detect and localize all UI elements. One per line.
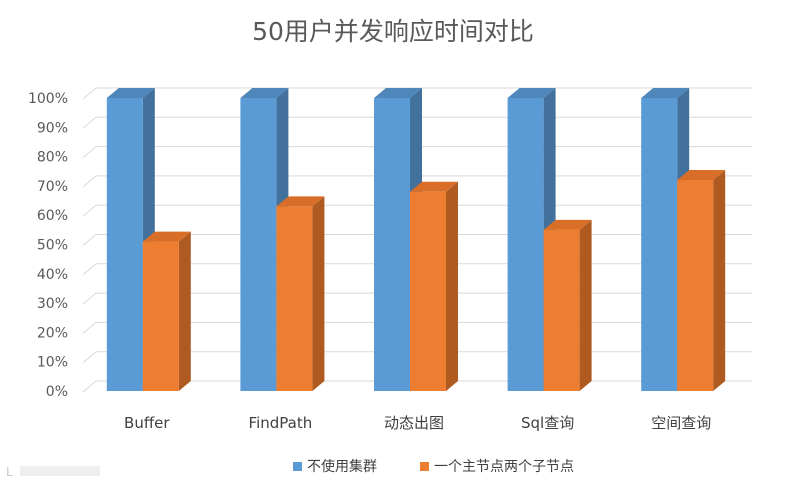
bar-top xyxy=(507,88,556,98)
x-tick-label: 动态出图 xyxy=(384,414,444,432)
x-tick-label: FindPath xyxy=(249,414,313,432)
bar xyxy=(374,98,410,391)
y-tick-label: 70% xyxy=(37,179,68,195)
y-tick-label: 100% xyxy=(28,91,68,107)
legend: 不使用集群 一个主节点两个子节点 xyxy=(293,458,574,475)
bar-side xyxy=(579,219,592,391)
legend-label-series-2: 一个主节点两个子节点 xyxy=(434,459,574,475)
y-axis-ticks: 0% 10% 20% 30% 40% 50% 60% 70% 80% 90% 100% xyxy=(28,91,68,400)
x-axis-labels: Buffer FindPath 动态出图 Sql查询 空间查询 xyxy=(124,414,711,432)
bar-top xyxy=(677,170,726,181)
y-tick-label: 30% xyxy=(37,296,68,312)
x-tick-label: Sql查询 xyxy=(521,414,574,432)
bar-side xyxy=(178,231,191,391)
y-tick-label: 40% xyxy=(37,267,68,283)
bar-side xyxy=(713,170,726,391)
bar-top xyxy=(142,231,191,242)
x-tick-label: Buffer xyxy=(124,414,170,432)
bar xyxy=(641,98,678,391)
bar-top xyxy=(240,88,289,98)
bar-group xyxy=(410,181,458,391)
bar-group xyxy=(543,219,592,391)
legend-swatch-series-1 xyxy=(293,462,302,471)
y-tick-label: 0% xyxy=(46,384,68,400)
y-tick-label: 50% xyxy=(37,238,68,254)
bar xyxy=(142,241,179,391)
bar-top xyxy=(410,181,458,192)
bar-top xyxy=(276,196,325,207)
bar xyxy=(276,206,313,391)
bar-side xyxy=(446,181,458,391)
bar-top xyxy=(106,88,155,98)
y-tick-label: 20% xyxy=(37,325,68,341)
watermark-smudge xyxy=(20,466,100,476)
y-tick-label: 90% xyxy=(37,120,68,136)
bar xyxy=(240,98,277,391)
legend-swatch-series-2 xyxy=(420,462,429,471)
bar-top xyxy=(374,88,422,98)
bar xyxy=(106,98,143,391)
y-tick-label: 60% xyxy=(37,208,68,224)
legend-label-series-1: 不使用集群 xyxy=(307,458,377,475)
bar-group xyxy=(677,170,726,391)
bar xyxy=(677,180,714,391)
bar-top xyxy=(641,88,690,98)
bar-group xyxy=(142,231,191,391)
y-tick-label: 10% xyxy=(37,355,68,371)
bar xyxy=(507,98,544,391)
watermark: L xyxy=(6,465,100,479)
bar xyxy=(410,191,446,391)
bar-group xyxy=(276,196,325,391)
bars xyxy=(106,88,726,391)
bar-top xyxy=(543,219,592,230)
chart-title: 50用户并发响应时间对比 xyxy=(252,17,534,46)
x-tick-label: 空间查询 xyxy=(651,414,711,432)
watermark-logo: L xyxy=(6,465,13,479)
bar xyxy=(543,229,580,391)
y-tick-label: 80% xyxy=(37,150,68,166)
bar-side xyxy=(312,196,325,391)
